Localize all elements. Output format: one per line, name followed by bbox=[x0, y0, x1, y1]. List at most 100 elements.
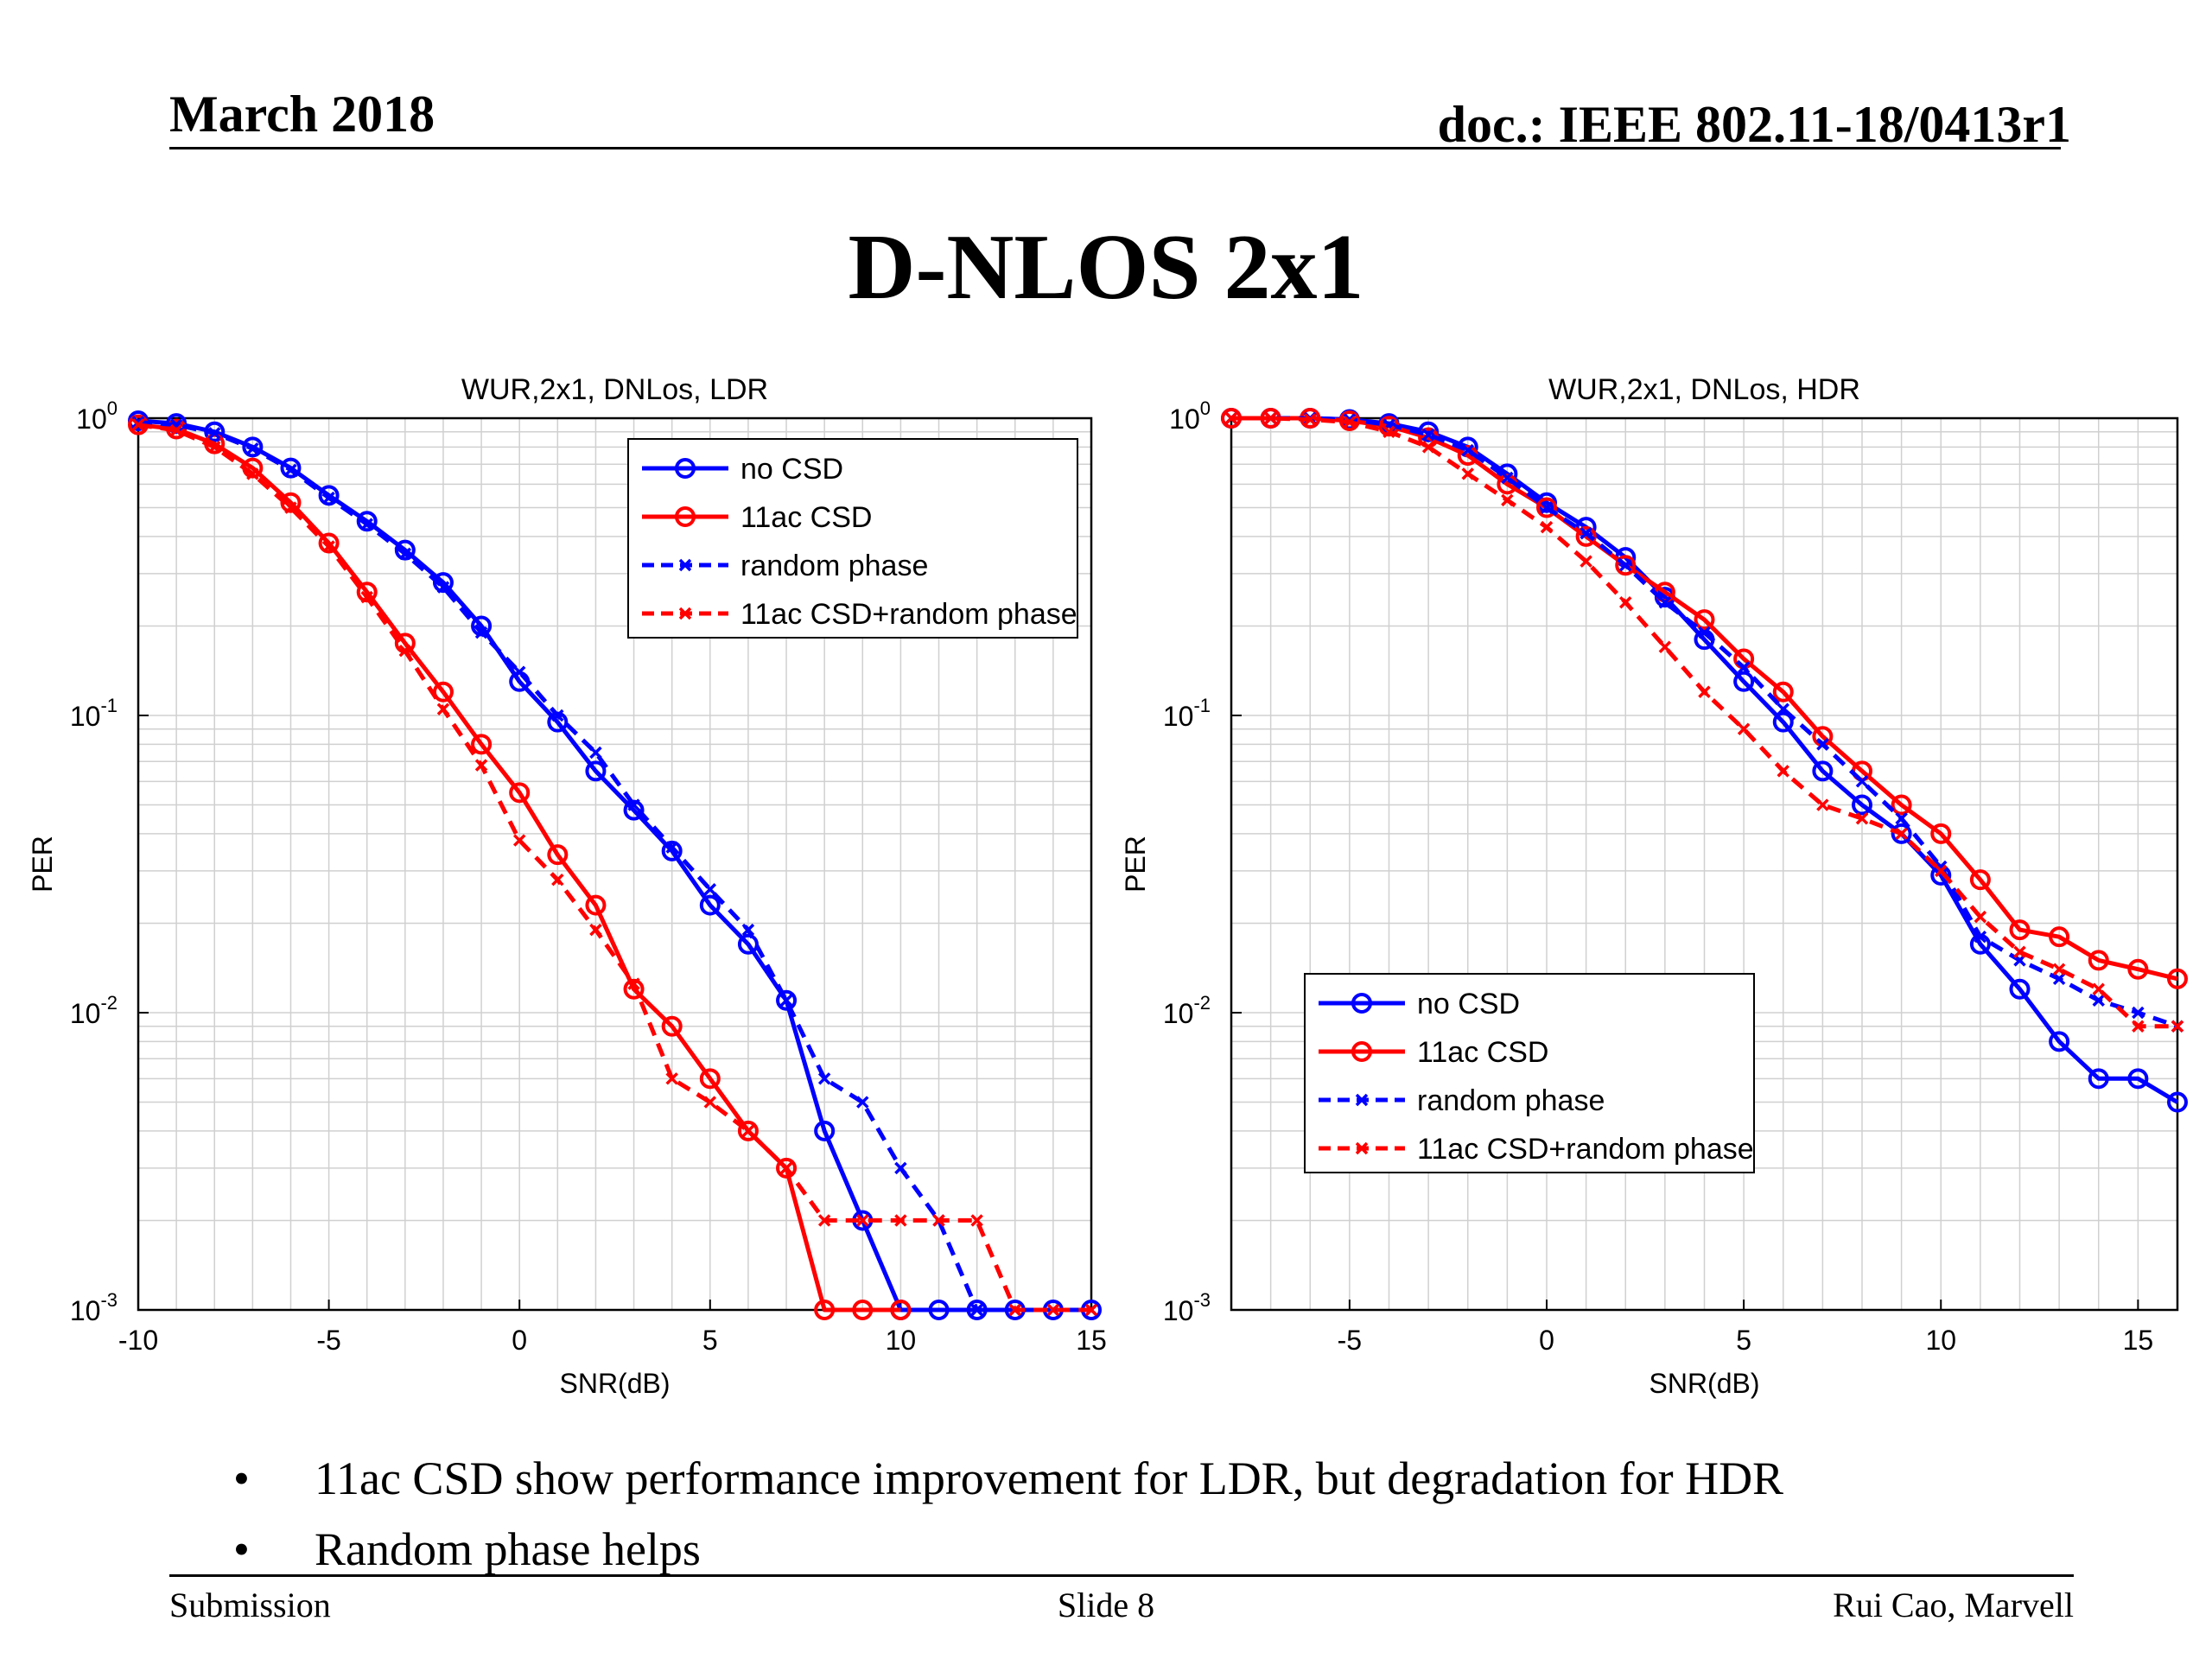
y-tick-label: 10-2 bbox=[70, 992, 118, 1029]
data-point bbox=[2088, 1068, 2109, 1090]
legend-label: 11ac CSD+random phase bbox=[741, 598, 1077, 631]
data-point bbox=[779, 1161, 793, 1175]
data-point bbox=[246, 442, 259, 455]
data-point bbox=[699, 1068, 721, 1090]
data-point bbox=[356, 511, 378, 532]
chart-legend: no CSD 11ac CSD random phase 11ac CSD+rando… bbox=[1304, 973, 1755, 1173]
data-point bbox=[1264, 411, 1277, 425]
legend-label: no CSD bbox=[1417, 988, 1520, 1020]
data-point bbox=[246, 467, 259, 480]
data-point bbox=[1891, 794, 1912, 816]
data-point bbox=[322, 491, 335, 505]
data-point bbox=[703, 1096, 717, 1109]
data-point bbox=[1895, 827, 1908, 841]
data-point bbox=[589, 746, 602, 760]
y-tick-label: 10-1 bbox=[70, 695, 118, 732]
x-axis-label: SNR(dB) bbox=[1649, 1368, 1759, 1399]
data-point bbox=[890, 1300, 912, 1320]
data-point bbox=[284, 463, 297, 477]
legend-label: 11ac CSD bbox=[741, 501, 872, 534]
data-point bbox=[1930, 823, 1952, 844]
data-point bbox=[1891, 823, 1912, 844]
data-point bbox=[1619, 558, 1632, 572]
data-point bbox=[2127, 958, 2149, 980]
legend-label: 11ac CSD+random phase bbox=[1417, 1133, 1754, 1166]
data-point bbox=[1777, 765, 1789, 778]
data-point bbox=[2167, 1091, 2188, 1113]
data-point bbox=[1619, 595, 1632, 609]
legend-marker bbox=[678, 607, 692, 620]
data-point bbox=[814, 1300, 836, 1320]
data-point bbox=[741, 923, 755, 937]
chart-title: WUR,2x1, DNLos, HDR bbox=[1548, 373, 1860, 406]
data-point bbox=[2052, 972, 2066, 986]
data-point bbox=[2088, 950, 2109, 971]
data-point bbox=[1772, 681, 1794, 702]
y-tick-label: 100 bbox=[1169, 397, 1211, 435]
chart-legend: no CSD 11ac CSD random phase 11ac CSD+rando… bbox=[627, 438, 1078, 639]
footer-slide-number: Slide 8 bbox=[1057, 1586, 1155, 1624]
y-axis-label: PER bbox=[27, 836, 58, 893]
data-point bbox=[585, 760, 607, 782]
bullet-item: 11ac CSD show performance improvement fo… bbox=[233, 1443, 1783, 1514]
data-point bbox=[1536, 497, 1557, 518]
data-point bbox=[970, 1303, 983, 1317]
x-tick-label: 15 bbox=[2123, 1325, 2154, 1356]
header-doc-id: doc.: IEEE 802.11-18/0413r1 bbox=[1437, 96, 2071, 153]
x-axis-label: SNR(dB) bbox=[559, 1368, 670, 1399]
data-point bbox=[512, 665, 526, 678]
data-point bbox=[1658, 640, 1672, 653]
legend-box bbox=[627, 438, 1078, 639]
data-point bbox=[1084, 1303, 1098, 1317]
data-point bbox=[394, 539, 416, 561]
data-point bbox=[208, 427, 221, 440]
data-point bbox=[1580, 555, 1592, 568]
data-point bbox=[856, 1096, 869, 1109]
data-point bbox=[318, 532, 340, 554]
data-point bbox=[1461, 443, 1474, 457]
data-point bbox=[1343, 416, 1357, 429]
data-point bbox=[2092, 982, 2105, 995]
data-point bbox=[817, 1072, 831, 1085]
data-point bbox=[436, 702, 450, 715]
data-point bbox=[1224, 411, 1238, 425]
data-point bbox=[1935, 864, 1948, 878]
y-tick-label: 10-1 bbox=[1163, 695, 1211, 732]
data-point bbox=[512, 834, 526, 847]
series-line bbox=[137, 420, 1091, 1313]
data-point bbox=[928, 1300, 950, 1320]
plot-frame bbox=[1230, 416, 2179, 1312]
data-point bbox=[1935, 860, 1948, 874]
data-point bbox=[661, 840, 683, 861]
data-point bbox=[1575, 525, 1597, 547]
data-point bbox=[852, 1300, 874, 1320]
data-point bbox=[1852, 794, 1872, 816]
chart-2: -5 0 5 10 15 10-3 10-2 10-1 100 WUR,2x1, DNLos, H… bbox=[1120, 373, 2188, 1399]
data-point bbox=[699, 894, 721, 916]
data-point bbox=[208, 441, 221, 454]
data-point bbox=[1658, 595, 1672, 609]
data-point bbox=[2167, 968, 2188, 989]
data-point bbox=[703, 883, 717, 896]
footer-divider bbox=[169, 1574, 2074, 1577]
legend-marker bbox=[1351, 993, 1372, 1014]
legend-label: 11ac CSD bbox=[1417, 1036, 1548, 1069]
data-point bbox=[2092, 994, 2105, 1007]
data-point bbox=[398, 547, 412, 561]
data-point bbox=[966, 1300, 988, 1320]
data-point bbox=[2132, 1020, 2145, 1033]
legend-marker bbox=[675, 458, 696, 479]
data-point bbox=[1540, 501, 1554, 514]
data-point bbox=[280, 457, 302, 479]
y-tick-label: 100 bbox=[76, 397, 118, 435]
data-point bbox=[627, 798, 640, 811]
data-point bbox=[1737, 722, 1751, 735]
data-point bbox=[360, 590, 373, 604]
series-line bbox=[137, 423, 1091, 1313]
data-point bbox=[474, 759, 488, 772]
data-point bbox=[1895, 812, 1908, 825]
data-point bbox=[2127, 1068, 2149, 1090]
data-point bbox=[776, 989, 798, 1011]
chart-1: -10 -5 0 5 10 15 10-3 10-2 10-1 100 WUR,2x1, DNLos… bbox=[27, 373, 1107, 1399]
